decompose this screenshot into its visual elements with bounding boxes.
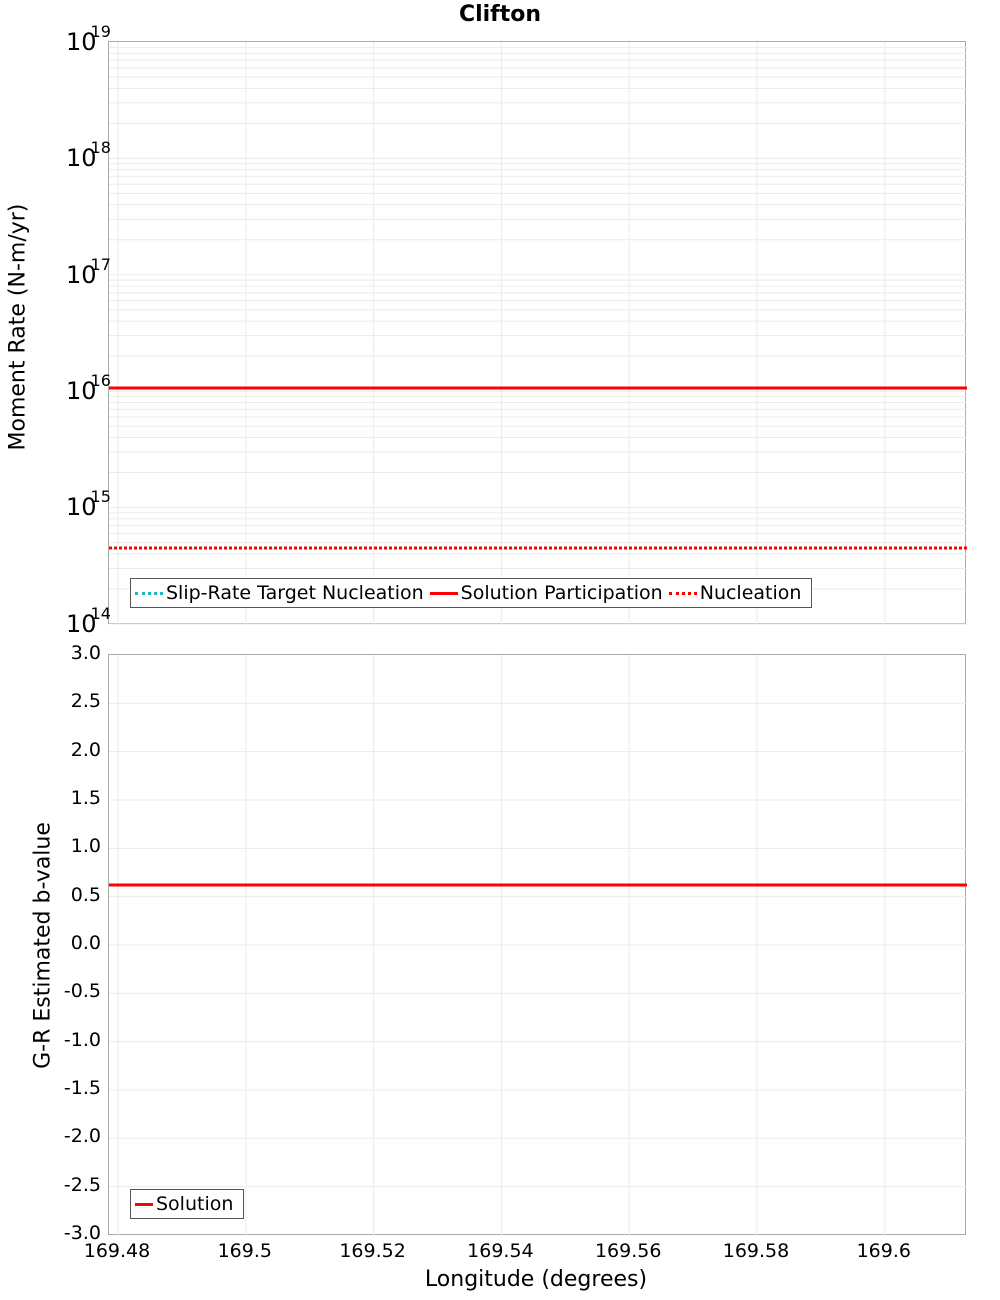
y-tick: -1.5	[63, 1076, 101, 1099]
y-tick: 2.5	[70, 690, 101, 713]
x-tick: 169.48	[83, 1240, 151, 1262]
b-value-plot: Solution	[108, 654, 967, 1236]
y-tick: -2.0	[63, 1125, 101, 1148]
x-tick: 169.58	[722, 1240, 790, 1262]
y-tick: 1015	[66, 487, 111, 521]
x-tick: 169.54	[467, 1240, 534, 1262]
y-tick: 0.0	[70, 931, 101, 954]
x-tick: 169.56	[594, 1240, 662, 1262]
legend-item-solution-participation: Solution Participation	[429, 582, 663, 604]
b-value-legend: Solution	[130, 1189, 245, 1219]
y-tick: 1.5	[70, 786, 101, 809]
y-tick: -1.0	[63, 1028, 101, 1051]
chart-title: Clifton	[458, 2, 542, 27]
red-solid-swatch-icon	[135, 1202, 153, 1206]
y-tick: 1014	[66, 604, 111, 638]
y-tick: 1019	[66, 22, 111, 56]
y-tick: 1017	[66, 255, 111, 289]
y-tick: 1018	[66, 138, 111, 172]
x-tick: 169.5	[217, 1240, 272, 1262]
y-tick: -0.5	[63, 980, 101, 1003]
moment-rate-legend: Slip-Rate Target Nucleation Solution Par…	[130, 578, 813, 608]
x-tick: 169.52	[339, 1240, 406, 1262]
moment-rate-plot: Slip-Rate Target Nucleation Solution Par…	[108, 41, 967, 625]
legend-item-slip-rate-target-nucleation: Slip-Rate Target Nucleation	[135, 582, 424, 604]
legend-item-solution: Solution	[135, 1193, 233, 1215]
b-value-axis-label: G-R Estimated b-value	[30, 822, 56, 1069]
y-tick: 1.0	[70, 835, 101, 858]
y-tick: 0.5	[70, 883, 101, 906]
y-tick: -2.5	[63, 1173, 101, 1196]
moment-rate-axis-label: Moment Rate (N-m/yr)	[5, 203, 31, 451]
red-dotted-swatch-icon	[668, 591, 697, 595]
y-tick: 1016	[66, 371, 111, 405]
cyan-dotted-swatch-icon	[135, 591, 163, 595]
x-tick: 169.6	[856, 1240, 911, 1262]
y-tick: 2.0	[70, 738, 101, 761]
legend-item-nucleation: Nucleation	[668, 582, 801, 604]
b-value-plot-area	[109, 655, 967, 1236]
y-tick: 3.0	[70, 642, 101, 664]
y-tick: -3.0	[63, 1221, 101, 1244]
longitude-axis-label: Longitude (degrees)	[424, 1267, 648, 1292]
red-solid-swatch-icon	[429, 591, 458, 595]
moment-rate-plot-area	[109, 42, 967, 625]
